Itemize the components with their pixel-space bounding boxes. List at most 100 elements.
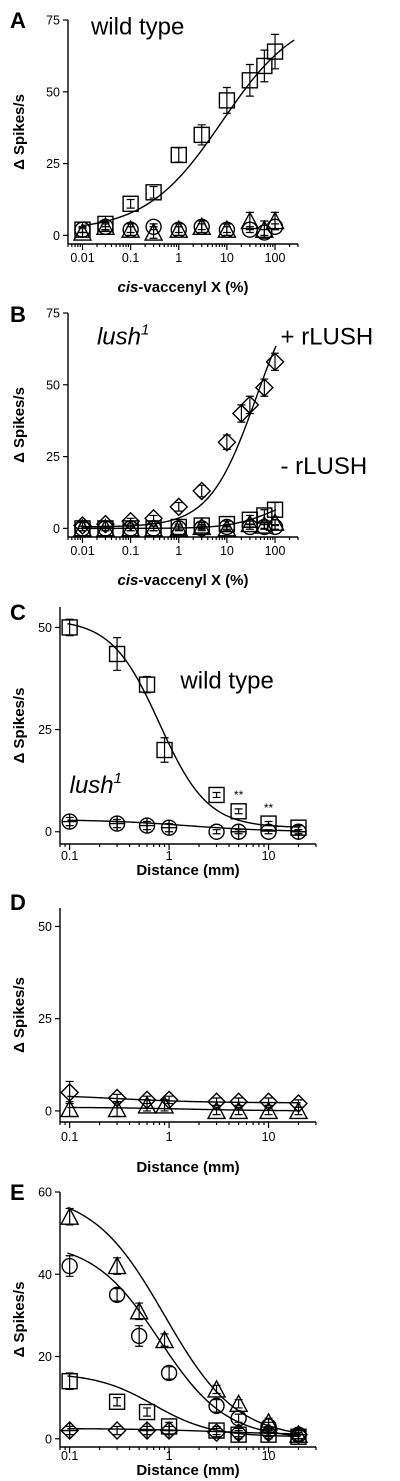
y-tick-label: 25 [38, 723, 52, 737]
annotation: ** [234, 788, 244, 802]
data-point-triangle [192, 516, 212, 536]
y-axis-label: Δ Spikes/s [11, 1282, 28, 1358]
x-tick-label: 0.1 [61, 849, 78, 863]
error-bar [160, 1099, 169, 1112]
panel-letter: D [10, 890, 26, 915]
data-point-square [266, 501, 284, 518]
annotation: + rLUSH [281, 324, 374, 351]
error-bar [245, 63, 254, 97]
error-bar [65, 1372, 74, 1391]
error-bar [197, 220, 206, 234]
annotation: lush1 [70, 770, 122, 799]
data-point-square [230, 803, 247, 820]
x-tick-label: 1 [175, 251, 182, 265]
y-tick-label: 0 [53, 522, 60, 536]
data-point-plus [62, 1423, 78, 1439]
error-bar [212, 791, 221, 799]
x-tick-label: 100 [265, 251, 286, 265]
data-point-triangle [95, 216, 116, 235]
data-point-triangle [169, 219, 189, 238]
y-axis-label: Δ Spikes/s [11, 94, 28, 170]
series-triangle [59, 1095, 309, 1120]
y-tick-label: 50 [46, 378, 60, 392]
data-point-diamond [192, 481, 212, 501]
y-tick-label: 75 [46, 307, 60, 321]
fit-curve [67, 1106, 301, 1112]
data-point-plus [290, 1427, 306, 1443]
error-bar [197, 124, 206, 146]
error-bar [126, 198, 135, 209]
x-tick-label: 0.1 [122, 544, 139, 558]
x-axis-label: cis-vaccenyl X (%) [118, 572, 249, 589]
error-bar [143, 1099, 152, 1112]
data-point-triangle [120, 219, 141, 238]
fit-curve [67, 1206, 301, 1434]
data-point-triangle [143, 518, 164, 537]
error-bar [271, 33, 280, 70]
x-tick-label: 1 [166, 1449, 173, 1463]
x-tick-label: 1 [175, 544, 182, 558]
y-tick-label: 0 [45, 1104, 52, 1118]
y-axis-label: Δ Spikes/s [11, 977, 28, 1053]
x-tick-label: 0.1 [61, 1449, 78, 1463]
data-point-triangle [217, 219, 237, 238]
data-point-plus [290, 824, 306, 840]
error-bar [197, 484, 206, 498]
data-point-triangle [217, 518, 237, 537]
panel-b: B 0 25 50 75 0.01 0.1 1 10 100 Δ Spikes/s cis-vacce… [10, 302, 373, 589]
data-point-diamond [259, 1423, 279, 1443]
data-point-diamond [240, 395, 260, 415]
data-point-triangle [154, 1095, 175, 1114]
panel-d: D 0 25 50 0.1 1 10 Δ Spikes/s Distance (mm) [10, 890, 317, 1176]
y-tick-label: 40 [38, 1268, 52, 1282]
error-bar [271, 211, 280, 231]
data-point-triangle [265, 512, 285, 531]
error-bar [113, 1397, 122, 1407]
x-axis-label: Distance (mm) [136, 862, 239, 879]
series-plus [62, 814, 306, 840]
error-bar [212, 829, 221, 835]
y-tick-label: 25 [38, 1012, 52, 1026]
error-bar [160, 1333, 169, 1347]
data-point-circle [160, 1364, 178, 1382]
y-tick-label: 25 [46, 450, 60, 464]
data-point-triangle [59, 1099, 80, 1118]
annotation: wild type [90, 13, 184, 40]
panel-letter: C [10, 600, 26, 625]
x-tick-label: 10 [262, 1449, 276, 1463]
data-point-square [241, 72, 259, 89]
error-bar [65, 618, 74, 637]
data-point-triangle [107, 1099, 127, 1118]
data-point-circle [208, 1397, 225, 1415]
data-point-triangle [240, 211, 260, 230]
y-tick-label: 0 [45, 1432, 52, 1446]
panel-letter: E [10, 1180, 25, 1205]
error-bar [65, 1207, 74, 1226]
x-tick-label: 1 [166, 1130, 173, 1144]
x-tick-label: 0.01 [70, 544, 94, 558]
data-point-plus [261, 1425, 277, 1441]
data-point-circle [260, 823, 277, 840]
data-point-diamond [169, 497, 189, 517]
error-bar [264, 829, 273, 835]
data-point-triangle [137, 1095, 157, 1114]
data-point-circle [193, 520, 210, 537]
error-bar [174, 501, 183, 512]
annotation: ** [264, 801, 274, 815]
data-point-square [61, 619, 78, 636]
data-point-diamond [159, 1421, 179, 1441]
data-point-circle [208, 823, 225, 840]
x-tick-label: 10 [262, 1130, 276, 1144]
data-point-triangle [288, 1100, 309, 1120]
data-point-plus [139, 1423, 155, 1439]
panel-c: C 0 25 50 0.1 1 10 Δ Spikes/s Distance (mm) wild … [10, 600, 317, 879]
data-point-square [108, 645, 126, 663]
x-axis-label: cis-vaccenyl X (%) [118, 279, 249, 296]
data-point-plus [161, 820, 177, 836]
x-tick-label: 0.01 [70, 251, 94, 265]
y-tick-label: 25 [46, 157, 60, 171]
panel-e: E 0 20 40 60 0.1 1 10 Δ Spikes/s Distance (mm) [10, 1180, 317, 1479]
data-point-triangle [265, 211, 285, 230]
data-point-triangle [72, 518, 93, 537]
fit-curve [67, 1252, 301, 1437]
